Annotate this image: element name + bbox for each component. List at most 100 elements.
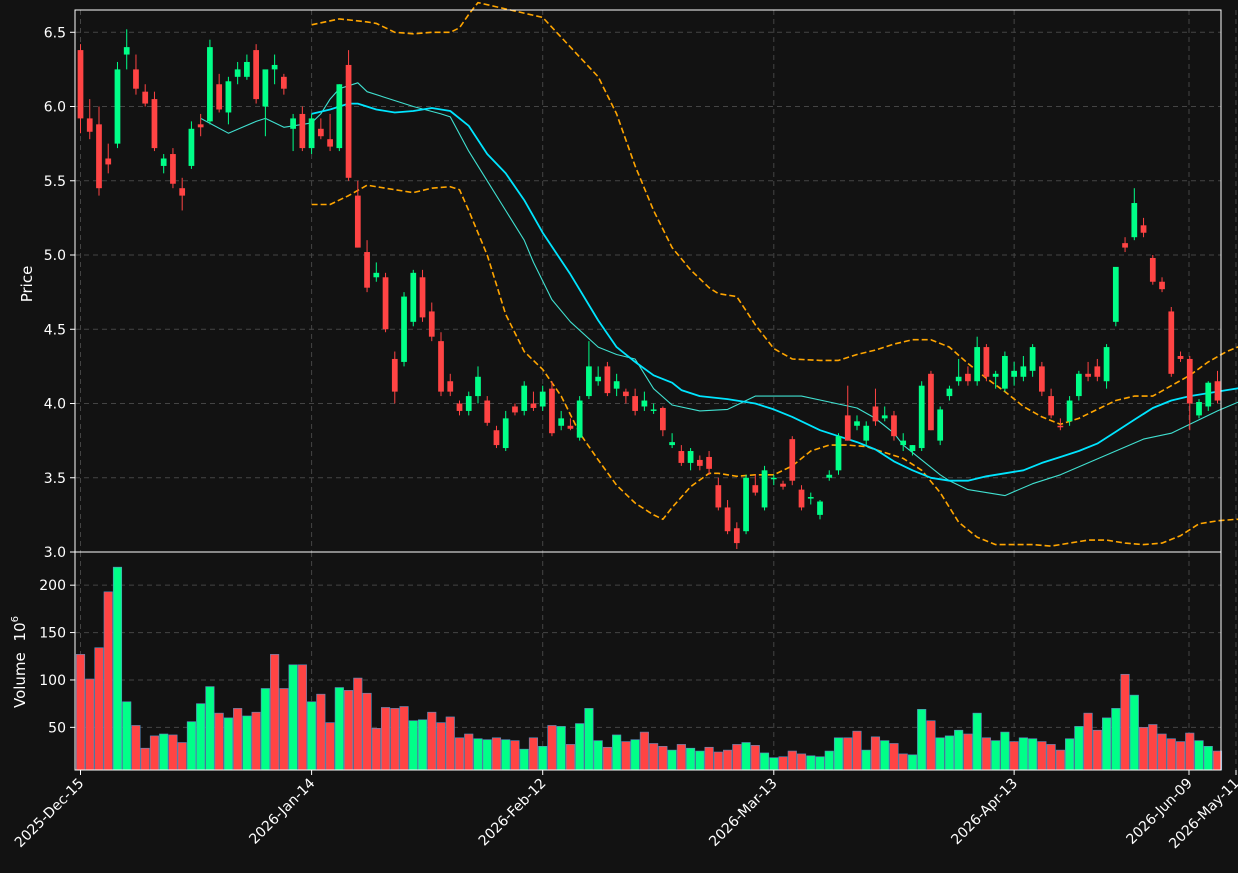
volume-bar	[1018, 737, 1028, 771]
candle-body	[558, 418, 565, 426]
volume-bar	[944, 735, 954, 771]
candle	[225, 76, 232, 125]
volume-bar	[538, 746, 548, 771]
candle-body	[613, 381, 620, 389]
candle	[743, 474, 749, 535]
volume-bar	[316, 693, 326, 771]
volume-bar	[843, 737, 853, 771]
candle-body	[974, 347, 981, 382]
candle-body	[96, 124, 102, 189]
candle	[780, 480, 786, 490]
volume-bar	[454, 737, 465, 771]
candle	[770, 474, 777, 486]
candle	[290, 113, 296, 152]
candle-body	[502, 418, 509, 449]
volume-bar	[926, 720, 936, 771]
candle-body	[817, 501, 823, 515]
candle	[502, 410, 509, 452]
candle-body	[1011, 370, 1017, 377]
candle	[465, 391, 472, 416]
candle	[151, 91, 158, 152]
candle	[900, 433, 907, 452]
volume-bar	[667, 749, 677, 771]
candle-body	[271, 64, 278, 70]
candle-body	[549, 388, 555, 434]
candle-body	[1214, 381, 1221, 401]
candle	[724, 500, 731, 535]
volume-bar	[972, 712, 982, 771]
candle	[844, 385, 851, 441]
volume-bar	[1111, 708, 1121, 771]
candle-body	[1020, 366, 1027, 377]
volume-bar	[1212, 750, 1223, 771]
candle-body	[1039, 366, 1045, 392]
volume-bar	[787, 750, 797, 771]
candle	[549, 381, 555, 437]
candle-body	[105, 158, 112, 165]
volume-bar	[1065, 738, 1075, 771]
candle	[623, 388, 629, 404]
candle	[586, 341, 592, 400]
volume-bar	[307, 701, 317, 771]
candle-body	[179, 188, 186, 196]
candle	[1085, 361, 1091, 382]
volume-bar	[778, 756, 788, 771]
candle-body	[928, 373, 934, 431]
volume-bar	[436, 722, 446, 771]
candle-body	[604, 366, 611, 394]
candle	[918, 381, 925, 452]
volume-bar	[621, 741, 631, 771]
volume-bar	[1074, 726, 1084, 771]
volume-bar	[907, 754, 918, 771]
candle-body	[724, 507, 731, 532]
candle	[835, 433, 842, 475]
candle	[96, 106, 102, 196]
candle	[789, 436, 796, 486]
volume-bar	[759, 752, 770, 771]
candle	[567, 418, 574, 431]
candle-body	[1159, 281, 1165, 290]
candle	[105, 143, 112, 174]
volume-axis-label: Volume 106	[10, 616, 29, 708]
candle	[262, 69, 269, 137]
candle	[660, 406, 666, 437]
volume-bar	[612, 734, 622, 771]
volume-bar	[122, 701, 132, 771]
volume-bar	[723, 749, 733, 771]
price-tick-label: 4.5	[44, 322, 66, 338]
volume-bar	[1055, 749, 1065, 771]
volume-bar	[732, 744, 742, 771]
candle	[826, 470, 833, 481]
candle	[244, 54, 250, 80]
candle-body	[419, 277, 426, 318]
candle-body	[567, 425, 574, 429]
volume-bar	[408, 720, 418, 771]
candle	[253, 44, 259, 104]
candle	[299, 106, 306, 152]
volume-bar	[575, 723, 585, 771]
volume-bar	[556, 726, 566, 771]
candle-body	[281, 76, 287, 89]
volume-bar	[103, 591, 113, 771]
price-tick-label: 5.5	[44, 174, 66, 190]
volume-bar	[334, 687, 344, 771]
volume-bar	[344, 690, 354, 771]
price-tick-label: 4.0	[44, 397, 66, 413]
candle-body	[844, 415, 851, 441]
candle	[1020, 355, 1027, 382]
candle	[336, 84, 343, 152]
candle-body	[244, 61, 250, 77]
candle	[946, 385, 953, 401]
price-tick-label: 6.0	[44, 100, 66, 116]
volume-bar	[177, 742, 187, 771]
candle-body	[946, 388, 953, 397]
candle-body	[650, 409, 657, 411]
candle-body	[1112, 266, 1119, 322]
volume-bar	[519, 748, 529, 771]
volume-bar	[713, 751, 723, 771]
candle	[715, 477, 722, 511]
candle	[798, 485, 805, 511]
volume-bar	[353, 677, 363, 771]
candle	[1149, 255, 1156, 285]
candle-body	[798, 489, 805, 508]
